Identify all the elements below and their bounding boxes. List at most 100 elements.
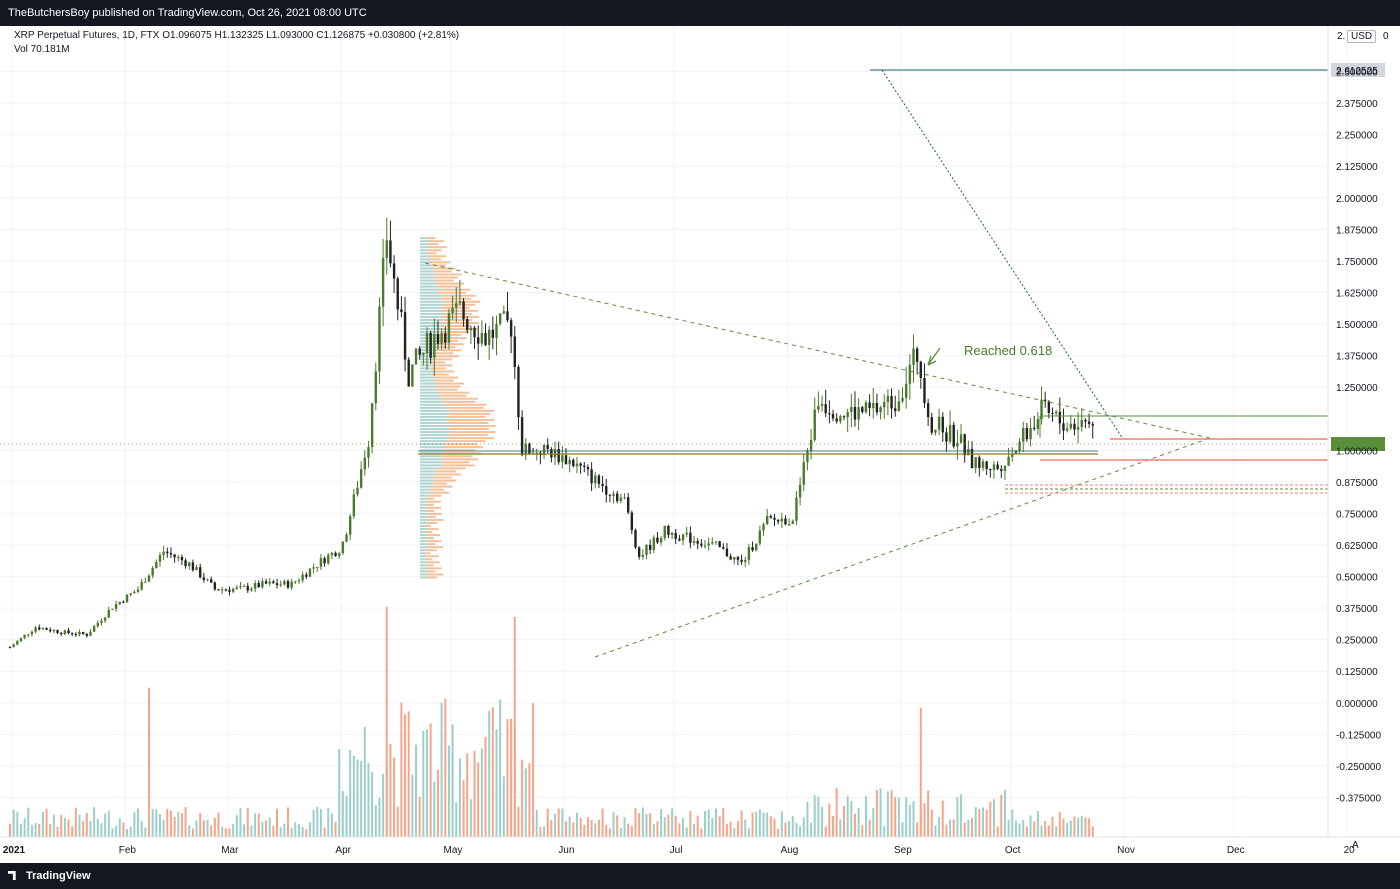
volume-profile-bar <box>420 303 443 306</box>
volume-bar <box>667 814 670 837</box>
annotation-label: Reached 0.618 <box>964 343 1052 358</box>
candle-body <box>864 402 868 413</box>
volume-bar <box>484 736 487 837</box>
volume-profile-bar <box>420 412 449 415</box>
candle-body <box>414 348 418 365</box>
volume-bar <box>41 811 44 837</box>
volume-bar <box>56 827 59 837</box>
volume-profile-bar <box>420 309 444 312</box>
candle-body <box>447 313 451 343</box>
candle-body <box>645 544 648 555</box>
volume-bar <box>868 819 871 837</box>
candle-body <box>1022 427 1025 442</box>
volume-bar <box>506 719 509 837</box>
candle-body <box>1000 469 1003 471</box>
candle-body <box>1043 399 1047 402</box>
volume-profile-bar <box>420 370 434 373</box>
candle-body <box>440 333 443 344</box>
volume-profile-bar <box>426 570 436 573</box>
volume-profile-bar <box>428 512 442 515</box>
candle-body <box>791 520 794 525</box>
volume-bar <box>1000 794 1003 837</box>
auto-scale-button[interactable]: A <box>1352 840 1359 851</box>
candle-body <box>989 468 992 471</box>
volume-profile-bar <box>420 325 441 328</box>
volume-profile-bar <box>426 576 437 579</box>
candle-body <box>597 475 601 484</box>
volume-profile-bar <box>420 255 431 258</box>
volume-profile-bar <box>426 549 437 552</box>
candle-body <box>63 630 67 635</box>
candle-body <box>396 278 399 310</box>
volume-profile-bar <box>427 528 439 531</box>
volume-bar <box>111 828 114 837</box>
volume-profile-bar <box>420 246 431 249</box>
volume-profile-bar <box>449 437 494 440</box>
volume-profile-bar <box>420 425 451 427</box>
candle-body <box>92 626 96 632</box>
volume-bar <box>583 824 586 837</box>
volume-profile-bar <box>429 361 445 364</box>
volume-profile-bar <box>428 540 442 543</box>
volume-bar <box>151 809 154 837</box>
candle-body <box>356 487 359 495</box>
volume-profile-bar <box>420 388 436 391</box>
volume-profile-bar <box>450 431 496 434</box>
candle-body <box>38 627 41 630</box>
candle-body <box>524 443 527 456</box>
candle-body <box>890 396 893 409</box>
candle-body <box>330 552 334 556</box>
candle-body <box>557 448 560 463</box>
volume-profile-bar <box>420 470 435 473</box>
currency-button[interactable]: USD <box>1347 30 1377 43</box>
volume-profile-bar <box>420 409 450 412</box>
volume-bar <box>846 796 849 837</box>
volume-bar <box>978 809 981 837</box>
candle-body <box>389 240 392 264</box>
candle-body <box>648 544 652 550</box>
volume-profile-bar <box>420 458 444 461</box>
volume-bar <box>23 818 26 837</box>
volume-profile-bar <box>428 567 442 570</box>
candle-body <box>912 348 915 365</box>
volume-profile-bar <box>420 518 430 521</box>
volume-profile-bar <box>420 331 440 334</box>
volume-bar <box>96 818 99 837</box>
candle-body <box>678 538 681 541</box>
volume-profile-bar <box>435 276 458 279</box>
volume-bar <box>129 826 132 837</box>
volume-profile-bar <box>438 394 467 397</box>
price-chart[interactable]: Reached 0.618 2. 0 2.612525 2.500000 2.37… <box>0 26 1400 863</box>
volume-bar <box>38 823 41 837</box>
volume-bar <box>319 808 322 837</box>
volume-profile-bar <box>420 558 425 561</box>
price-axis[interactable]: 2. 0 2.612525 2.500000 2.375000 2.250000 2.… <box>1327 26 1389 837</box>
candle-body <box>45 628 48 630</box>
time-axis[interactable]: 2021 Feb Mar Apr May Jun Jul Aug Sep Oct Nov Dec 20 <box>0 836 1400 856</box>
candle-body <box>689 532 692 543</box>
volume-profile-bar <box>439 391 469 394</box>
candle-body <box>425 333 429 354</box>
price-tick-label: 0.375000 <box>1336 604 1378 615</box>
volume-profile-bar <box>420 300 445 303</box>
volume-profile-bar <box>424 531 433 534</box>
volume-profile-bar <box>420 315 444 318</box>
volume-bar <box>1051 816 1054 837</box>
volume-bar <box>374 805 377 837</box>
volume-profile-bar <box>433 379 454 382</box>
candle-body <box>923 377 926 404</box>
volume-bar <box>777 828 780 837</box>
candle-body <box>528 443 531 454</box>
volume-bar <box>843 805 845 837</box>
volume-profile-bar <box>420 328 443 331</box>
volume-bar <box>1088 818 1091 837</box>
candle-body <box>641 554 645 557</box>
candle-body <box>34 627 37 632</box>
volume-bar <box>897 797 900 837</box>
tradingview-logo-icon <box>8 871 16 880</box>
volume-bar <box>210 825 213 837</box>
publish-header: TheButchersBoy published on TradingView.… <box>0 0 1400 26</box>
candle-body <box>462 301 465 320</box>
volume-bar <box>733 827 736 837</box>
candle-body <box>564 455 568 465</box>
